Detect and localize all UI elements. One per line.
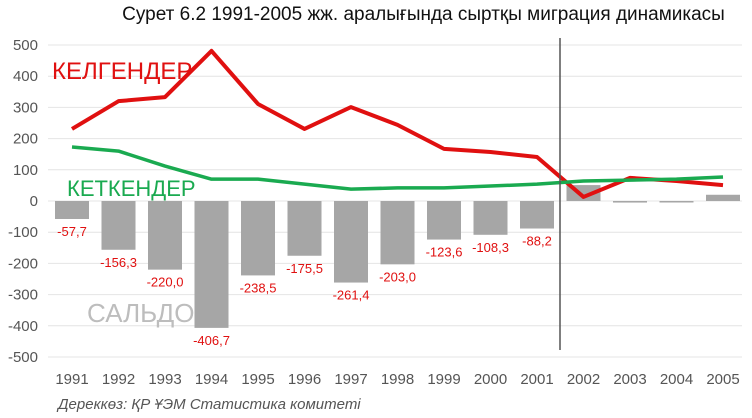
- data-label: -175,5: [286, 261, 323, 276]
- source-note: Дереккөз: ҚР ҰЭМ Статистика комитеті: [58, 396, 361, 413]
- x-tick-label: 1995: [241, 371, 274, 388]
- x-tick-label: 1993: [148, 371, 181, 388]
- x-tick-label: 2000: [474, 371, 507, 388]
- y-tick-label: 500: [13, 37, 38, 54]
- data-label: -57,7: [57, 224, 87, 239]
- bar: [148, 201, 182, 270]
- y-tick-label: -400: [8, 318, 38, 335]
- bar: [101, 201, 136, 250]
- x-tick-label: 1991: [55, 371, 88, 388]
- bar: [194, 201, 229, 328]
- y-tick-label: -100: [8, 224, 38, 241]
- x-tick-label: 1996: [288, 371, 321, 388]
- data-label: -156,3: [100, 255, 137, 270]
- x-tick-label: 2003: [613, 371, 646, 388]
- data-label: -220,0: [147, 275, 184, 290]
- legend-label-arrivals: КЕЛГЕНДЕР: [52, 58, 192, 85]
- y-tick-label: 300: [13, 99, 38, 116]
- x-tick-label: 1994: [195, 371, 228, 388]
- legend-label-saldo: САЛЬДО: [87, 298, 195, 328]
- bar: [241, 201, 275, 276]
- x-tick-label: 2005: [706, 371, 739, 388]
- y-tick-label: 400: [13, 68, 38, 85]
- data-label: -238,5: [240, 280, 277, 295]
- bar: [706, 194, 740, 201]
- bar: [334, 201, 368, 283]
- x-tick-label: 1998: [381, 371, 414, 388]
- bar: [613, 201, 647, 203]
- data-label: -406,7: [193, 333, 230, 348]
- x-tick-label: 1997: [334, 371, 367, 388]
- x-tick-label: 2002: [567, 371, 600, 388]
- y-tick-label: 100: [13, 162, 38, 179]
- data-label: -88,2: [522, 234, 552, 249]
- y-tick-label: -500: [8, 349, 38, 366]
- chart-title: Сурет 6.2 1991-2005 жж. аралығында сыртқ…: [122, 4, 725, 25]
- bar: [473, 201, 508, 235]
- bar: [55, 201, 89, 220]
- bar: [659, 201, 694, 203]
- data-label: -108,3: [472, 240, 509, 255]
- x-tick-label: 1999: [427, 371, 460, 388]
- series-line: [71, 145, 724, 191]
- data-label: -123,6: [426, 245, 463, 260]
- series-line: [70, 48, 724, 199]
- x-tick-label: 2004: [660, 371, 693, 388]
- data-label: -203,0: [379, 269, 416, 284]
- y-tick-label: 200: [13, 131, 38, 148]
- y-tick-label: 0: [30, 193, 38, 210]
- x-tick-label: 2001: [520, 371, 553, 388]
- legend-label-departures: КЕТКЕНДЕР: [67, 176, 196, 201]
- y-tick-label: -300: [8, 287, 38, 304]
- data-label: -261,4: [333, 288, 370, 303]
- bar: [520, 201, 554, 229]
- bar: [287, 201, 322, 256]
- x-tick-label: 1992: [102, 371, 135, 388]
- y-tick-label: -200: [8, 255, 38, 272]
- bar: [380, 201, 415, 265]
- bar: [427, 201, 461, 240]
